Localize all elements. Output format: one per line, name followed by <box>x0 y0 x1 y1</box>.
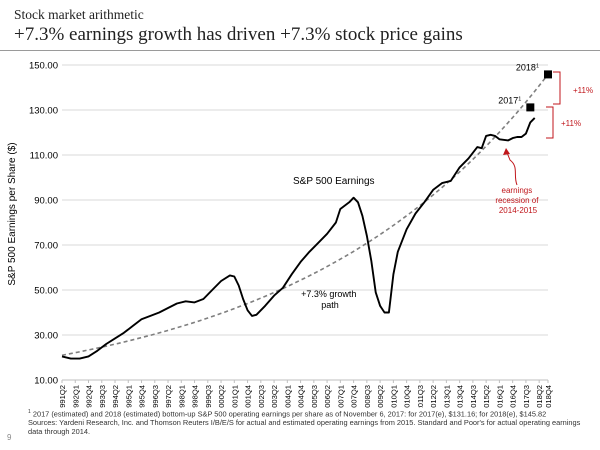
y-tick-label-30: 30.00 <box>34 331 58 342</box>
x-tick-label-1998Q1: 1998Q1 <box>177 385 186 408</box>
x-tick-label-1991Q2: 1991Q2 <box>58 385 67 408</box>
x-tick-label-2007Q1: 2007Q1 <box>336 385 345 408</box>
x-tick-label-2004Q1: 2004Q1 <box>283 385 292 408</box>
x-axis: 1991Q2 1992Q1 1992Q4 1993Q3 1994Q2 1995Q1 1995… <box>58 380 553 408</box>
x-tick-label-2010Q4: 2010Q4 <box>403 385 412 408</box>
x-tick-label-2014Q3: 2014Q3 <box>469 385 478 408</box>
x-tick-label-2001Q1: 2001Q1 <box>230 385 239 408</box>
y-tick-label-90: 90.00 <box>34 196 58 207</box>
x-tick-label-1995Q1: 1995Q1 <box>124 385 133 408</box>
footnote-text-estimates: 2017 (estimated) and 2018 (estimated) bo… <box>32 409 547 419</box>
marker-label-sup-2018: 1 <box>536 63 539 69</box>
y-tick-label-150: 150.00 <box>29 61 58 72</box>
recession-label-line3: 2014-2015 <box>499 206 538 215</box>
x-tick-label-2015Q2: 2015Q2 <box>482 385 491 408</box>
earnings-chart: 10.00 30.00 50.00 70.00 90.00 110.00 130.00 150… <box>7 61 593 409</box>
y-tick-label-50: 50.00 <box>34 286 58 297</box>
x-tick-label-1992Q4: 1992Q4 <box>85 385 94 408</box>
y-tick-label-70: 70.00 <box>34 241 58 252</box>
recession-label-line2: recession of <box>495 196 539 205</box>
x-tick-label-1994Q2: 1994Q2 <box>111 385 120 408</box>
bracket-lower-label: +11% <box>561 119 581 128</box>
marker-label-2018: 20181 <box>516 62 539 72</box>
x-tick-label-2011Q3: 2011Q3 <box>416 385 425 408</box>
title-divider <box>0 50 600 51</box>
bracket-lower <box>546 106 554 139</box>
series-growth-path <box>61 73 549 357</box>
x-tick-label-1995Q4: 1995Q4 <box>138 385 147 408</box>
x-tick-label-2016Q4: 2016Q4 <box>509 385 518 408</box>
page-title: +7.3% earnings growth has driven +7.3% s… <box>14 24 463 45</box>
x-tick-label-1992Q1: 1992Q1 <box>71 385 80 408</box>
growth-path-label-line2: path <box>321 300 339 310</box>
x-tick-label-2016Q1: 2016Q1 <box>495 385 504 408</box>
x-tick-label-2006Q2: 2006Q2 <box>323 385 332 408</box>
x-tick-label-2003Q2: 2003Q2 <box>270 385 279 408</box>
x-tick-label-2002Q3: 2002Q3 <box>257 385 266 408</box>
x-tick-label-1993Q3: 1993Q3 <box>98 385 107 408</box>
recession-label: earnings recession of 2014-2015 <box>495 186 540 215</box>
x-tick-label-2018Q2: 2018Q2 <box>535 385 544 408</box>
x-tick-label-2005Q3: 2005Q3 <box>310 385 319 408</box>
x-tick-label-2010Q1: 2010Q1 <box>389 385 398 408</box>
x-tick-label-1999Q3: 1999Q3 <box>204 385 213 408</box>
x-tick-label-1996Q3: 1996Q3 <box>151 385 160 408</box>
x-tick-label-2013Q1: 2013Q1 <box>442 385 451 408</box>
marker-label-sup-2017: 1 <box>518 96 521 102</box>
footnote-marker: 1 <box>28 409 31 415</box>
x-tick-label-2018Q4: 2018Q4 <box>544 385 553 408</box>
x-tick-label-2008Q3: 2008Q3 <box>363 385 372 408</box>
y-tick-label-10: 10.00 <box>34 376 58 387</box>
x-tick-label-2000Q2: 2000Q2 <box>217 385 226 408</box>
earnings-series-label: S&P 500 Earnings <box>293 176 375 187</box>
x-tick-label-1998Q4: 1998Q4 <box>191 385 200 408</box>
recession-label-line1: earnings <box>502 186 533 195</box>
series-layer <box>61 73 549 360</box>
marker-2018 <box>544 70 552 79</box>
kicker: Stock market arithmetic <box>14 7 144 22</box>
bracket-upper <box>553 71 561 105</box>
marker-label-2017: 20171 <box>498 95 521 105</box>
y-axis-label: S&P 500 Earnings per Share ($) <box>7 142 18 285</box>
series-earnings <box>61 117 536 360</box>
annotations-layer: S&P 500 Earnings +7.3% growth path earni… <box>293 71 593 310</box>
page-number: 9 <box>7 433 12 442</box>
recession-arrow-head <box>503 148 510 155</box>
x-tick-label-2007Q4: 2007Q4 <box>350 385 359 408</box>
marker-2017 <box>526 103 535 112</box>
y-axis: 10.00 30.00 50.00 70.00 90.00 110.00 130.00 150… <box>29 61 58 387</box>
x-tick-label-2009Q2: 2009Q2 <box>376 385 385 408</box>
markers-layer: 20171 20181 <box>498 62 552 112</box>
x-tick-label-2001Q4: 2001Q4 <box>244 385 253 408</box>
growth-path-label: +7.3% growth path <box>301 289 359 310</box>
footnote-text-sources: Sources: Yardeni Research, Inc. and Thom… <box>28 418 581 437</box>
growth-path-label-line1: +7.3% growth <box>301 289 356 299</box>
x-tick-label-1997Q2: 1997Q2 <box>164 385 173 408</box>
x-tick-label-2013Q4: 2013Q4 <box>456 385 465 408</box>
grid-lines <box>62 64 548 381</box>
recession-arrow <box>505 149 518 186</box>
x-tick-label-2004Q4: 2004Q4 <box>297 385 306 408</box>
y-tick-label-110: 110.00 <box>30 151 58 162</box>
y-tick-label-130: 130.00 <box>29 106 58 117</box>
x-tick-label-2017Q3: 2017Q3 <box>522 385 531 408</box>
bracket-upper-label: +11% <box>573 86 593 95</box>
footnote: 1 2017 (estimated) and 2018 (estimated) … <box>28 408 588 436</box>
x-tick-label-2012Q2: 2012Q2 <box>429 385 438 408</box>
